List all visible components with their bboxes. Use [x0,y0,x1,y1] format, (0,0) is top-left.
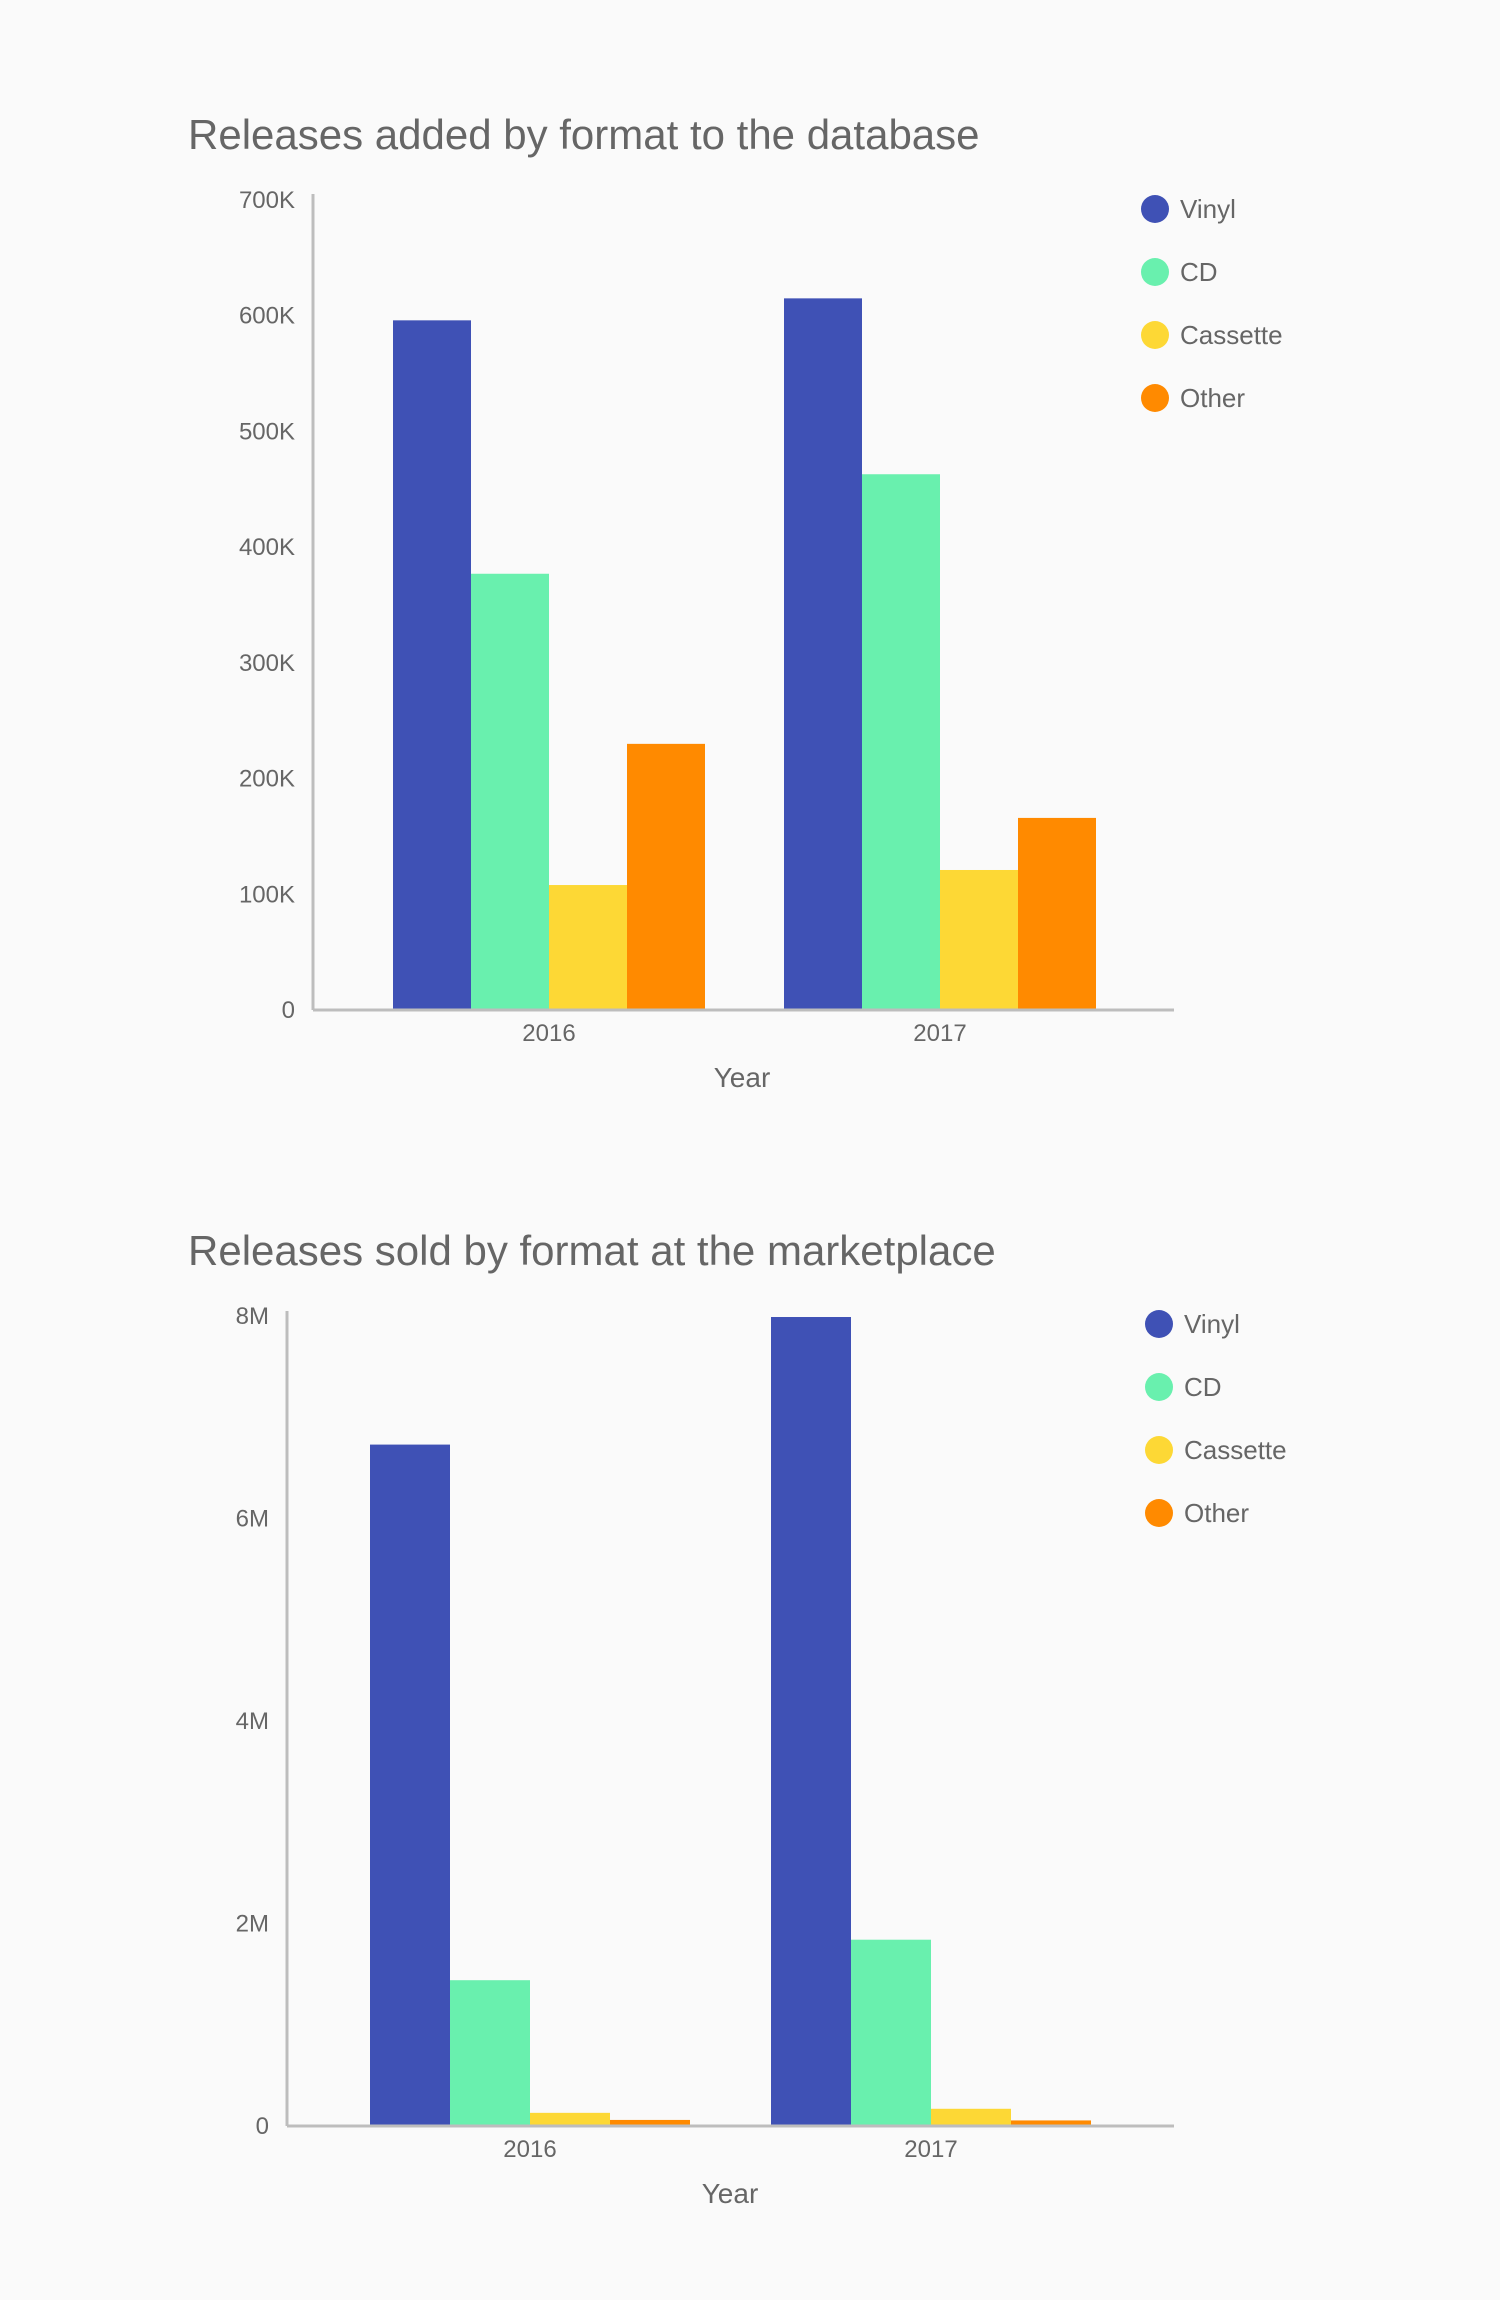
bar-cassette-2016 [549,885,627,1010]
x-tick-label: 2017 [904,2136,957,2163]
y-tick-label: 4M [236,1708,269,1735]
y-tick-label: 0 [282,997,295,1024]
legend-label-other: Other [1180,383,1245,413]
y-tick-label: 2M [236,1911,269,1938]
legend-label-vinyl: Vinyl [1184,1309,1240,1339]
legend-label-vinyl: Vinyl [1180,194,1236,224]
releases-added-chart: Releases added by format to the database… [188,111,1283,1093]
bar-cd-2016 [471,573,549,1010]
legend-marker-vinyl [1145,1310,1173,1338]
legend-marker-vinyl [1141,195,1169,223]
x-tick-label: 2017 [913,1020,966,1047]
bar-vinyl-2017 [771,1317,851,2126]
x-tick-label: 2016 [522,1020,575,1047]
legend: Vinyl CD Cassette Other [1145,1309,1287,1528]
legend-label-cassette: Cassette [1180,320,1283,350]
bar-cassette-2017 [931,2108,1011,2126]
chart-title: Releases sold by format at the marketpla… [188,1227,996,1274]
y-tick-label: 400K [239,534,295,561]
bar-other-2016 [627,743,705,1010]
bar-other-2016 [610,2119,690,2126]
y-tick-label: 0 [256,2113,269,2140]
bar-other-2017 [1018,817,1096,1010]
bar-vinyl-2017 [784,298,862,1010]
bar-cd-2017 [851,1939,931,2126]
releases-sold-chart: Releases sold by format at the marketpla… [188,1227,1287,2209]
y-tick-label: 500K [239,418,295,445]
legend: Vinyl CD Cassette Other [1141,194,1283,413]
y-tick-label: 300K [239,650,295,677]
y-tick-label: 100K [239,881,295,908]
y-tick-label: 8M [236,1303,269,1330]
x-axis-title: Year [714,1062,771,1093]
legend-label-cassette: Cassette [1184,1435,1287,1465]
bar-cassette-2016 [530,2112,610,2126]
legend-label-other: Other [1184,1498,1249,1528]
legend-marker-cd [1141,258,1169,286]
bar-other-2017 [1011,2120,1091,2126]
legend-label-cd: CD [1184,1372,1222,1402]
legend-marker-cd [1145,1373,1173,1401]
legend-label-cd: CD [1180,257,1218,287]
bar-cd-2017 [862,474,940,1010]
legend-marker-cassette [1141,321,1169,349]
y-tick-label: 200K [239,766,295,793]
legend-marker-other [1141,384,1169,412]
chart-title: Releases added by format to the database [188,111,980,158]
x-axis-title: Year [702,2178,759,2209]
bar-vinyl-2016 [393,320,471,1010]
y-tick-label: 600K [239,303,295,330]
bar-cassette-2017 [940,869,1018,1010]
bar-cd-2016 [450,1980,530,2126]
legend-marker-cassette [1145,1436,1173,1464]
y-tick-label: 6M [236,1506,269,1533]
legend-marker-other [1145,1499,1173,1527]
bar-vinyl-2016 [370,1444,450,2126]
x-tick-label: 2016 [503,2136,556,2163]
y-tick-label: 700K [239,187,295,214]
